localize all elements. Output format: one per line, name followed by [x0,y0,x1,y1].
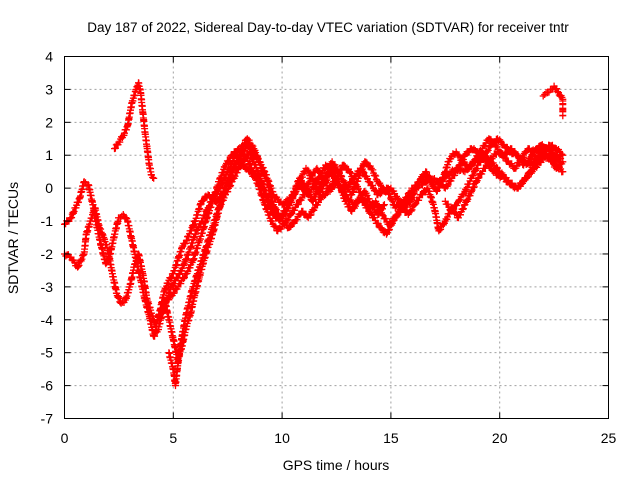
x-tick-label: 15 [383,430,399,446]
plot-frame [64,56,609,419]
y-tick-label: -5 [41,345,54,361]
x-tick-label: 10 [274,430,290,446]
x-tick-label: 25 [601,430,617,446]
chart-title: Day 187 of 2022, Sidereal Day-to-day VTE… [87,20,569,35]
y-tick-label: -2 [41,246,54,262]
series-track-9 [539,82,567,120]
y-tick-label: -4 [41,312,54,328]
y-tick-label: -3 [41,279,54,295]
series-markers [539,82,567,120]
y-tick-label: 4 [45,49,53,65]
data-points [61,79,567,390]
series-track-6 [428,145,567,192]
y-tick-label: 0 [45,180,53,196]
series-track-8 [111,79,158,182]
y-tick-label: 2 [45,114,53,130]
y-tick-label: -1 [41,213,54,229]
series-markers [165,148,388,390]
y-tick-label: -6 [41,378,54,394]
x-tick-label: 0 [61,430,69,446]
series-markers [428,145,567,192]
y-axis-label: SDTVAR / TECUs [5,182,21,294]
series-track-5 [165,148,388,390]
x-tick-label: 20 [492,430,508,446]
x-tick-label: 5 [169,430,177,446]
grid-lines [64,56,609,419]
y-tick-label: 3 [45,81,53,97]
y-tick-label: 1 [45,147,53,163]
series-track-7 [441,135,567,215]
x-axis-label: GPS time / hours [283,457,390,473]
series-markers [111,79,158,182]
axis-ticks: 0 5 10 15 20 25 -7 -6 -5 -4 -3 -2 -1 0 1 2 3 4 [41,49,617,447]
series-markers [441,135,567,215]
y-tick-label: -7 [41,411,54,427]
